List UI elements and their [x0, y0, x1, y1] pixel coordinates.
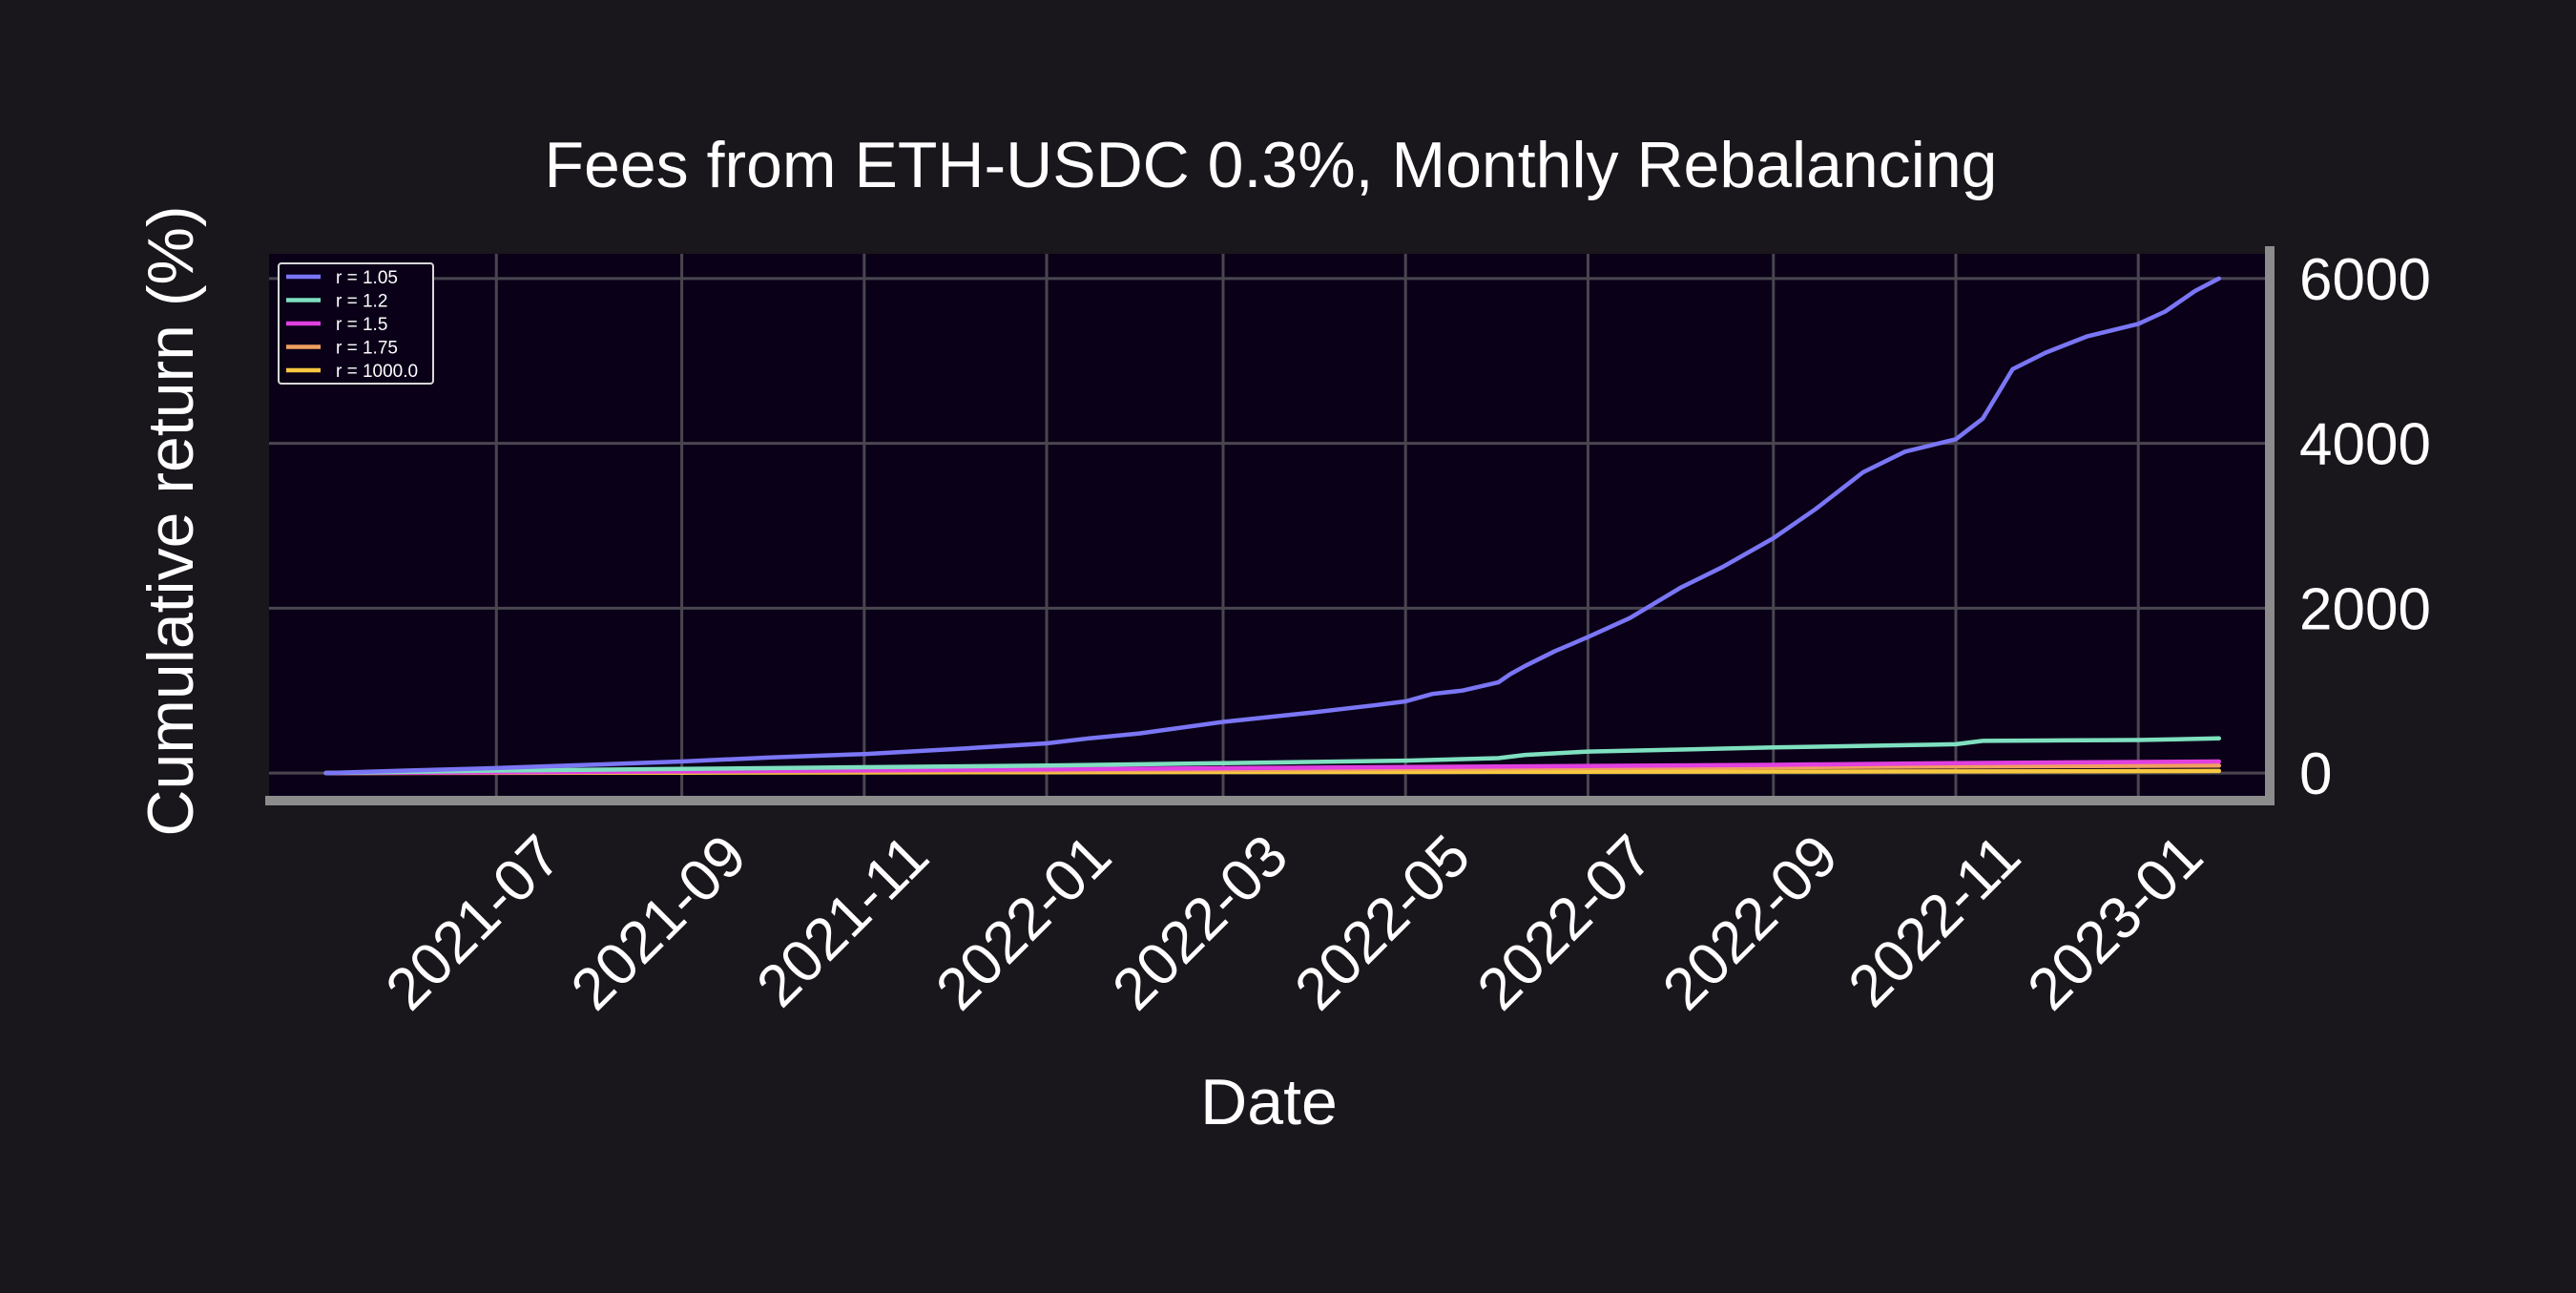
axis-spines — [265, 246, 2275, 805]
legend-entry: r = 1.2 — [286, 292, 387, 312]
series-line-r-1-2 — [323, 736, 2222, 776]
legend-label: r = 1.75 — [336, 339, 398, 359]
y-tick-label: 0 — [2299, 741, 2332, 807]
legend-label: r = 1.05 — [336, 268, 398, 288]
y-tick-label: 4000 — [2299, 412, 2431, 478]
legend-entry: r = 1.05 — [286, 268, 398, 288]
legend-entry: r = 1000.0 — [286, 362, 418, 382]
legend-label: r = 1.2 — [336, 292, 387, 312]
y-tick-label: 6000 — [2299, 247, 2431, 313]
series-line-r-1-05 — [323, 276, 2222, 776]
legend-label: r = 1.5 — [336, 315, 387, 335]
series-line-r-1-5 — [323, 759, 2222, 776]
y-tick-label: 2000 — [2299, 576, 2431, 642]
legend-entry: r = 1.5 — [286, 315, 387, 335]
legend-entry: r = 1.75 — [286, 339, 398, 359]
series-group — [323, 276, 2222, 776]
plot-area — [269, 254, 2267, 798]
legend-box — [278, 262, 434, 385]
x-axis-label: Date — [1200, 1066, 1338, 1138]
legend-label: r = 1000.0 — [336, 362, 418, 382]
y-axis-label: Cumulative return (%) — [135, 205, 207, 836]
chart-title: Fees from ETH-USDC 0.3%, Monthly Rebalan… — [545, 129, 1998, 201]
legend: r = 1.05 r = 1.2 r = 1.5 r = 1.75 r = 1000.0 — [278, 262, 434, 385]
